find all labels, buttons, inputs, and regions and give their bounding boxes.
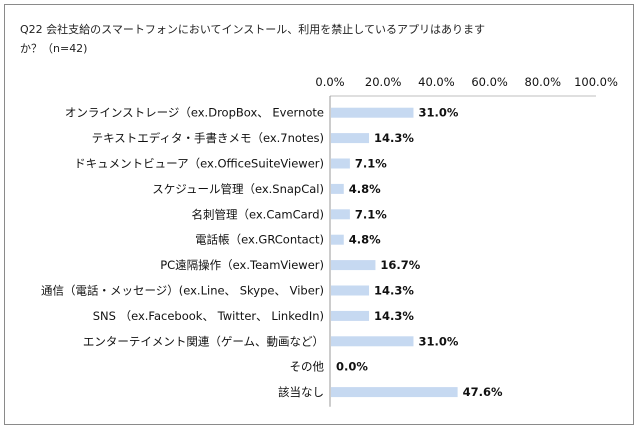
data-label: 14.3% [374,309,414,323]
data-label: 31.0% [418,334,458,348]
bar [331,209,350,220]
data-label: 14.3% [374,284,414,298]
category-label: エンターテイメント関連（ゲーム、動画など） [83,334,324,348]
category-label: PC遠隔操作（ex.TeamViewer) [160,258,324,272]
x-tick-label: 80.0% [525,75,562,89]
category-label: テキストエディタ・手書きメモ（ex.7notes) [92,131,324,145]
data-label: 4.8% [349,233,381,247]
category-label: 名刺管理（ex.CamCard) [191,207,324,221]
data-label: 0.0% [336,360,368,374]
x-tick-label: 60.0% [471,75,508,89]
data-label: 14.3% [374,131,414,145]
chart-title-line-2: か？（n=42) [20,42,88,55]
category-label: スケジュール管理（ex.SnapCal) [152,182,324,196]
chart-title-line-1: Q22 会社支給のスマートフォンにおいてインストール、利用を禁止しているアプリは… [20,23,485,36]
bar [331,133,370,144]
data-label: 16.7% [380,258,420,272]
chart-frame [4,4,634,425]
category-label: 電話帳（ex.GRContact) [195,233,324,247]
bar [331,387,458,398]
bar [331,285,370,296]
bar [331,310,370,321]
data-label: 7.1% [355,207,387,221]
category-label: 該当なし [278,385,324,399]
data-label: 7.1% [355,157,387,171]
bar [331,183,344,194]
category-label: オンラインストレージ（ex.DropBox、 Evernote [65,106,324,120]
data-label: 47.6% [463,385,503,399]
chart-title: Q22 会社支給のスマートフォンにおいてインストール、利用を禁止しているアプリは… [20,20,620,58]
category-label: ドキュメントビューア（ex.OfficeSuiteViewer) [74,157,324,171]
category-label: その他 [290,360,325,374]
bar [331,107,414,118]
category-label: 通信（電話・メッセージ）(ex.Line、 Skype、 Viber) [41,284,324,298]
bar [331,336,414,347]
x-tick-label: 20.0% [365,75,402,89]
data-label: 4.8% [349,182,381,196]
bar [331,234,344,245]
bar [331,260,376,271]
x-tick-label: 40.0% [418,75,455,89]
x-tick-label: 0.0% [315,75,344,89]
bar [331,158,350,169]
data-label: 31.0% [418,106,458,120]
x-tick-label: 100.0% [574,75,618,89]
category-label: SNS （ex.Facebook、 Twitter、 LinkedIn) [93,309,324,323]
